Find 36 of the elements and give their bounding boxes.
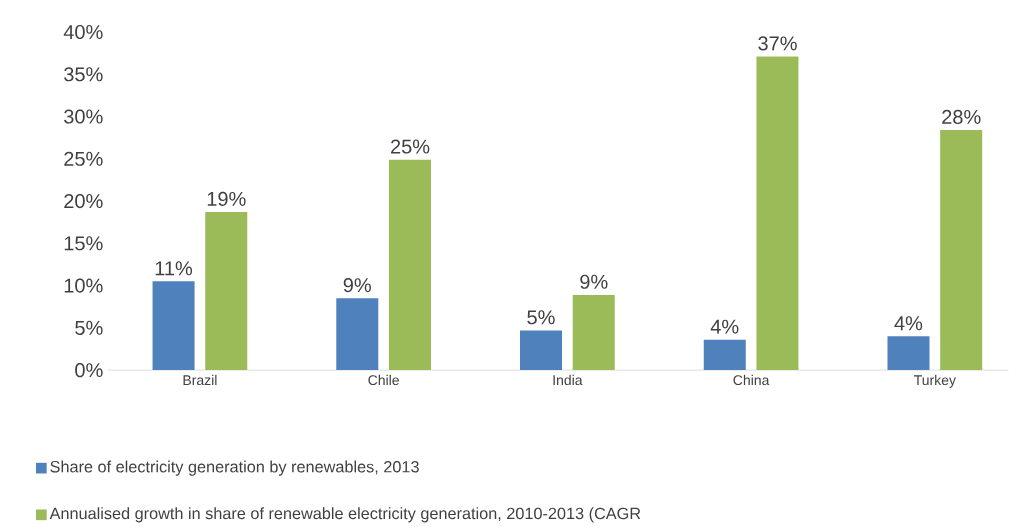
data-label: 4%	[710, 319, 739, 334]
x-tick-label: Brazil	[183, 374, 217, 386]
data-label: 9%	[343, 278, 371, 293]
data-label: 19%	[207, 191, 246, 207]
data-label: 37%	[758, 36, 797, 51]
bar	[887, 336, 930, 371]
y-tick-label: 40%	[63, 24, 103, 40]
legend-label: Share of electricity generation by renewables, 2013	[50, 460, 419, 476]
bar	[940, 130, 983, 371]
y-tick-label: 15%	[64, 236, 103, 251]
y-tick-label: 30%	[64, 109, 103, 124]
y-tick-label: 5%	[75, 320, 103, 335]
bar	[152, 281, 195, 371]
bar	[703, 339, 746, 371]
x-tick-label: India	[553, 374, 583, 386]
data-label: 5%	[527, 310, 555, 325]
x-tick-label: China	[733, 374, 770, 386]
y-tick-label: 10%	[64, 278, 103, 293]
bar	[572, 294, 615, 371]
y-tick-label: 20%	[64, 194, 103, 209]
legend-label: Annualised growth in share of renewable electricity generation, 2010-2013 (CAGR	[49, 507, 641, 523]
bar	[756, 56, 799, 371]
x-tick-label: Chile	[368, 374, 399, 386]
data-label: 9%	[580, 274, 608, 289]
data-label: 11%	[155, 261, 193, 276]
bar	[520, 330, 563, 371]
y-tick-label: 0%	[75, 363, 103, 378]
data-label: 4%	[894, 316, 923, 331]
y-tick-label: 35%	[64, 67, 103, 82]
bar	[205, 212, 248, 371]
bar	[388, 159, 431, 371]
bar	[336, 298, 379, 371]
y-tick-label: 25%	[64, 151, 103, 166]
data-label: 25%	[391, 139, 430, 154]
x-tick-label: Turkey	[914, 374, 956, 388]
data-label: 28%	[942, 109, 981, 125]
